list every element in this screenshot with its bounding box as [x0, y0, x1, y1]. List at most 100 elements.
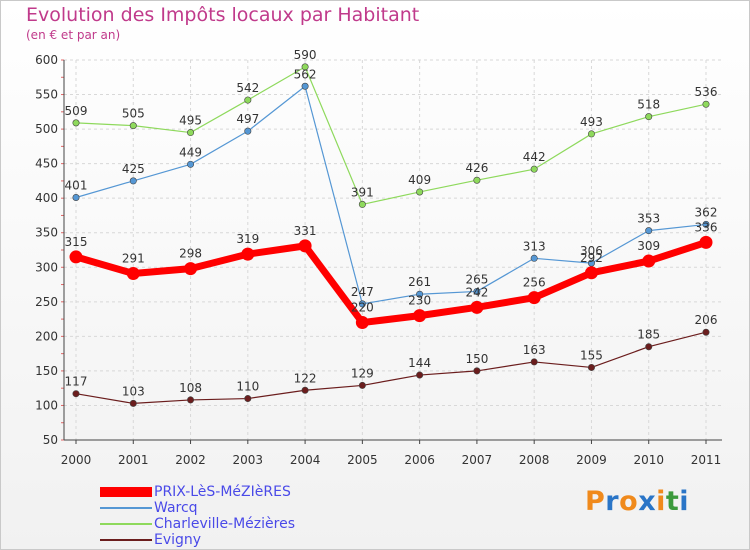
legend-item-evigny: Evigny [100, 532, 295, 548]
data-point [355, 316, 369, 330]
legend-swatch-warcq [100, 507, 152, 509]
data-label: 449 [179, 145, 202, 159]
data-label: 509 [65, 104, 88, 118]
data-point [187, 396, 195, 404]
data-point [129, 399, 137, 407]
brand-letter: i [656, 486, 666, 517]
data-label: 144 [408, 356, 431, 370]
data-label: 256 [523, 276, 546, 290]
series-line [75, 239, 708, 327]
data-point [129, 122, 137, 130]
data-point [187, 160, 195, 168]
data-label: 495 [179, 114, 202, 128]
legend-swatch-evigny [100, 539, 152, 541]
data-point [530, 254, 538, 262]
data-label: 292 [580, 251, 603, 265]
data-label: 505 [122, 107, 145, 121]
data-point [244, 395, 252, 403]
x-tick-label: 2003 [233, 453, 264, 467]
data-point [413, 309, 427, 323]
data-point [527, 291, 541, 305]
data-point [358, 300, 366, 308]
data-point [187, 129, 195, 137]
x-tick-label: 2008 [519, 453, 550, 467]
data-point [584, 266, 598, 280]
chart-title: Evolution des Impôts locaux par Habitant [26, 4, 420, 26]
legend-swatch-prix [100, 487, 152, 497]
data-point [587, 363, 595, 371]
y-tick-label: 400 [35, 191, 58, 205]
y-tick-label: 50 [43, 433, 58, 447]
data-label: 353 [637, 212, 660, 226]
legend-label-warcq: Warcq [154, 500, 198, 516]
y-tick-label: 100 [35, 398, 58, 412]
x-tick-label: 2010 [633, 453, 664, 467]
data-label: 518 [637, 98, 660, 112]
data-label: 155 [580, 348, 603, 362]
data-point [301, 386, 309, 394]
data-label: 426 [465, 161, 488, 175]
data-label: 122 [294, 371, 317, 385]
x-tick-label: 2001 [118, 453, 149, 467]
data-point [645, 227, 653, 235]
data-point [301, 82, 309, 90]
brand-letter: i [679, 486, 690, 517]
legend-item-charleville: Charleville-Mézières [100, 516, 295, 532]
brand-letter: P [585, 486, 606, 517]
data-point [69, 250, 83, 264]
data-point [645, 113, 653, 121]
data-label: 542 [236, 81, 259, 95]
data-point [416, 188, 424, 196]
data-point [645, 343, 653, 351]
data-label: 309 [637, 239, 660, 253]
data-point [72, 119, 80, 127]
brand-letter: x [638, 486, 657, 517]
data-label: 319 [236, 232, 259, 246]
legend-item-warcq: Warcq [100, 500, 295, 516]
data-point [126, 266, 140, 280]
y-tick-label: 450 [35, 157, 58, 171]
legend-swatch-charleville [100, 523, 152, 525]
data-point [298, 239, 312, 253]
data-point [358, 381, 366, 389]
data-label: 536 [695, 85, 718, 99]
data-label: 306 [580, 244, 603, 258]
data-label: 331 [294, 224, 317, 238]
data-point [642, 254, 656, 268]
series-line [75, 85, 707, 305]
data-point [416, 371, 424, 379]
data-point [702, 220, 710, 228]
data-point [72, 193, 80, 201]
data-label: 242 [465, 285, 488, 299]
data-label: 562 [294, 67, 317, 81]
data-point [702, 100, 710, 108]
legend-label-evigny: Evigny [154, 532, 202, 548]
data-point [587, 130, 595, 138]
x-tick-label: 2009 [576, 453, 607, 467]
data-label: 493 [580, 115, 603, 129]
y-tick-label: 500 [35, 122, 58, 136]
brand-text: Proxiti [585, 486, 689, 517]
data-point [244, 96, 252, 104]
data-point [473, 367, 481, 375]
data-point [530, 358, 538, 366]
data-label: 362 [695, 205, 718, 219]
data-label: 336 [695, 220, 718, 234]
data-point [473, 287, 481, 295]
legend-label-prix: PRIX-LèS-MéZIèRES [154, 484, 291, 500]
data-label: 497 [236, 112, 259, 126]
data-label: 110 [236, 380, 259, 394]
data-label: 425 [122, 162, 145, 176]
data-label: 117 [65, 375, 88, 389]
data-label: 313 [523, 239, 546, 253]
data-point [470, 300, 484, 314]
brand-letter: t [665, 486, 680, 517]
data-label: 409 [408, 173, 431, 187]
data-point [473, 176, 481, 184]
data-label: 315 [65, 235, 88, 249]
data-label: 230 [408, 294, 431, 308]
y-tick-label: 300 [35, 260, 58, 274]
data-point [702, 328, 710, 336]
